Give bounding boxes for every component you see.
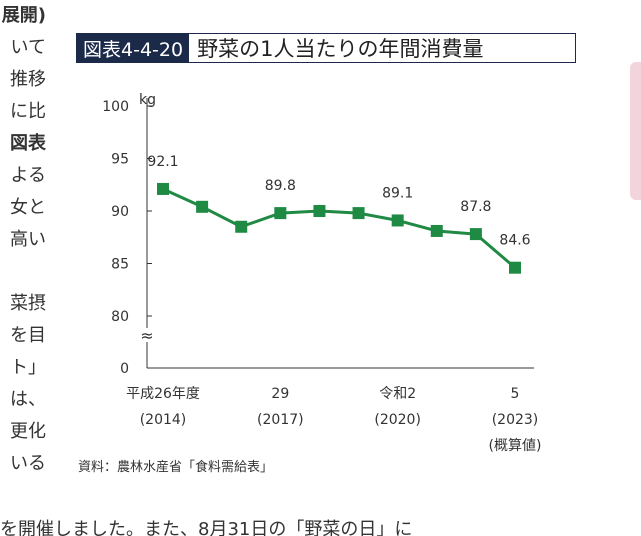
data-point-marker [196,200,209,213]
background-text-line: 高い [10,229,46,250]
x-tick-year-label: (2017) [257,412,304,428]
background-text-line: 図表 [10,133,46,154]
x-tick-label: 29 [271,386,289,402]
y-tick-label: 100 [102,99,129,115]
x-tick-label: 平成26年度 [126,386,200,402]
background-bottom-line: を開催しました。また、8月31日の「野菜の日」に [0,519,413,536]
background-text-line: 更化 [10,421,46,442]
axis-break-symbol: ≈ [140,326,153,345]
y-tick-label: 0 [120,361,129,377]
data-point-marker [509,261,521,274]
x-tick-year-label: (2020) [374,412,421,428]
x-tick-year-label: (2023) [492,412,539,428]
data-label: 89.8 [265,178,296,194]
side-tab-decoration [630,62,641,200]
y-tick-label: 95 [111,152,129,168]
data-point-marker [352,207,365,220]
figure-title: 野菜の1人当たりの年間消費量 [197,37,484,61]
background-text-line: 菜摂 [10,293,46,314]
data-point-marker [274,207,287,220]
background-text-line: ト」 [10,357,46,378]
data-point-marker [235,220,248,233]
series-line [162,187,516,269]
figure-title-box: 図表4-4-20 野菜の1人当たりの年間消費量 [76,33,576,63]
background-text-line: 展開) [1,5,46,26]
background-text-line: よる [10,165,46,186]
background-text-line: に比 [10,101,46,122]
data-label: 84.6 [499,233,530,249]
background-text-line: は、 [10,389,46,410]
x-tick-note-label: (概算値) [489,438,542,454]
background-text-line: 女と [10,197,46,218]
data-point-marker [391,214,404,227]
data-point-marker [157,182,169,195]
x-tick-year-label: (2014) [140,412,187,428]
figure-number: 図表4-4-20 [77,34,190,62]
y-axis-unit: kg [139,92,156,108]
x-tick-label: 5 [511,386,520,402]
x-tick-label: 令和2 [379,386,416,402]
y-tick-label: 90 [111,204,129,220]
background-text-line: を目 [10,325,46,346]
data-point-marker [469,228,482,241]
background-text-line: いて [10,37,46,58]
y-tick-label: 85 [111,257,129,273]
figure-source: 資料：農林水産省「食料需給表」 [78,460,274,475]
data-label: 87.8 [460,199,491,215]
data-label: 92.1 [147,154,178,170]
data-label: 89.1 [382,185,413,201]
data-point-marker [430,224,443,237]
background-text-line: いる [10,453,46,474]
background-text-line: 推移 [10,69,46,90]
background-text-column: 展開) いて推移に比図表よる女と高い菜摂を目ト」は、更化いる [0,0,46,480]
y-tick-label: 80 [111,309,129,325]
data-point-marker [313,205,326,217]
